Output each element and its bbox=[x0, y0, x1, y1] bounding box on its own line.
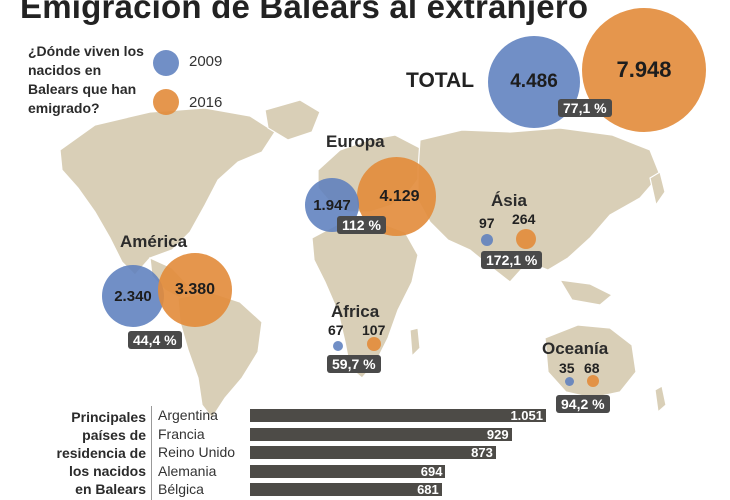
bar-chart-divider bbox=[151, 406, 152, 500]
legend-question: ¿Dónde viven los nacidos en Balears que … bbox=[28, 43, 144, 116]
north-america-landmass bbox=[59, 107, 276, 276]
america-value-2016: 3.380 bbox=[174, 281, 216, 298]
oceania-dot-2016 bbox=[587, 375, 599, 387]
bar-argentina: 1.051 bbox=[250, 408, 546, 423]
asia-value-2016: 264 bbox=[512, 211, 536, 227]
oceania-value-2016: 68 bbox=[584, 360, 600, 376]
africa-dot-2016 bbox=[367, 337, 381, 351]
region-title-asia: Ásia bbox=[491, 191, 527, 210]
total-title: TOTAL bbox=[406, 69, 475, 92]
america-value-2009: 2.340 bbox=[114, 287, 152, 305]
total-value-2016: 7.948 bbox=[616, 57, 672, 82]
bar-category-label: Francia bbox=[158, 425, 205, 442]
region-title-america: América bbox=[120, 232, 188, 251]
greenland-landmass bbox=[264, 99, 321, 141]
asia-value-2009: 97 bbox=[479, 215, 495, 231]
america-change-badge: 44,4 % bbox=[128, 331, 182, 349]
infographic-title: Emigración de Balears al extranjero bbox=[20, 0, 589, 25]
bar-category-label: Alemania bbox=[158, 462, 217, 479]
europa-change-badge: 112 % bbox=[337, 216, 386, 234]
oceania-dot-2009 bbox=[565, 377, 574, 386]
america-bubble-2009: 2.340 bbox=[102, 265, 164, 327]
total-change-badge: 77,1 % bbox=[558, 99, 612, 117]
bar-value-label: 1.051 bbox=[510, 408, 543, 423]
legend-swatch-2009 bbox=[153, 50, 179, 76]
oceania-value-2009: 35 bbox=[559, 360, 575, 376]
bar-value-label: 681 bbox=[417, 482, 439, 497]
region-title-oceania: Oceanía bbox=[542, 339, 609, 358]
legend-label-2009: 2009 bbox=[189, 53, 223, 70]
bar-value-label: 929 bbox=[486, 426, 509, 442]
bar-francia: 929 bbox=[250, 426, 512, 442]
asia-change-badge: 172,1 % bbox=[481, 251, 543, 269]
africa-value-2009: 67 bbox=[328, 322, 344, 338]
asia-dot-2016 bbox=[516, 229, 536, 249]
new-zealand-landmass bbox=[654, 385, 667, 414]
europa-value-2009: 1.947 bbox=[313, 196, 351, 214]
africa-value-2016: 107 bbox=[362, 322, 386, 338]
bar-chart-title: Principales países de residencia de los … bbox=[56, 409, 147, 497]
japan-landmass bbox=[649, 171, 666, 207]
asia-dot-2009 bbox=[481, 234, 493, 246]
madagascar-landmass bbox=[409, 327, 421, 358]
region-title-africa: África bbox=[331, 302, 380, 321]
bar-value-label: 694 bbox=[420, 463, 443, 479]
bar-reino-unido: 873 bbox=[250, 445, 496, 460]
africa-dot-2009 bbox=[333, 341, 343, 351]
america-bubble-2016: 3.380 bbox=[158, 253, 232, 327]
oceania-change-badge: 94,2 % bbox=[556, 395, 610, 413]
bar-category-label: Reino Unido bbox=[158, 444, 236, 460]
asia-landmass bbox=[417, 127, 661, 283]
africa-change-badge: 59,7 % bbox=[327, 355, 381, 373]
southeast-asia-islands bbox=[558, 279, 614, 306]
total-value-2009: 4.486 bbox=[510, 71, 558, 92]
europa-value-2016: 4.129 bbox=[379, 187, 420, 205]
bar-value-label: 873 bbox=[471, 445, 493, 460]
legend-label-2016: 2016 bbox=[189, 94, 223, 111]
bar-bélgica: 681 bbox=[250, 482, 442, 497]
region-title-europa: Europa bbox=[326, 132, 385, 151]
legend-swatch-2016 bbox=[153, 89, 179, 115]
bar-alemania: 694 bbox=[250, 463, 446, 479]
bar-category-label: Argentina bbox=[158, 407, 218, 423]
bar-category-label: Bélgica bbox=[158, 481, 204, 497]
